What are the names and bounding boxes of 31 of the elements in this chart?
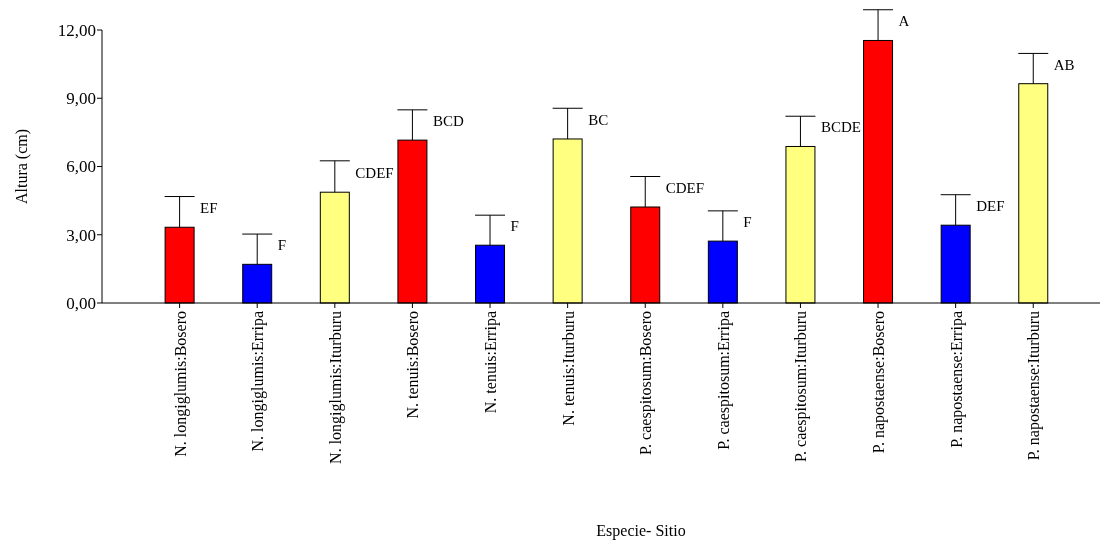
- x-tick-label: N. longiglumis:Erripa: [249, 311, 268, 452]
- x-tick-label: N. tenuis:Bosero: [404, 311, 422, 419]
- x-axis-title: Especie- Sitio: [596, 522, 686, 540]
- y-tick-label: 12,00: [57, 20, 96, 40]
- annotation: BCD: [432, 113, 464, 130]
- annotation: A: [898, 13, 910, 30]
- x-tick-label: N. tenuis:Iturburu: [559, 311, 577, 426]
- annotation: CDEF: [665, 179, 705, 196]
- y-tick-label: 0,00: [66, 293, 96, 313]
- x-tick-label: N. longiglumis:Bosero: [171, 311, 190, 457]
- x-tick-label: N. longiglumis:Iturburu: [326, 311, 345, 464]
- x-tick-label: P. napostaense:Erripa: [947, 311, 966, 448]
- annotation: EF: [200, 200, 218, 217]
- x-tick-label: P. napostaense:Bosero: [870, 311, 889, 454]
- annotation: F: [277, 237, 287, 254]
- y-tick-label: 6,00: [66, 157, 96, 177]
- x-tick-label: P. caespitosum:Bosero: [637, 311, 656, 455]
- x-tick-label: P. napostaense:Iturburu: [1025, 311, 1044, 461]
- x-tick-label: N. tenuis:Erripa: [482, 311, 501, 414]
- x-tick-label: P. caespitosum:Erripa: [714, 311, 733, 450]
- annotation: F: [510, 218, 519, 235]
- y-tick-label: 9,00: [66, 89, 96, 109]
- annotation: F: [743, 214, 752, 231]
- annotation: CDEF: [355, 165, 394, 182]
- annotation: BC: [588, 111, 609, 128]
- y-tick-label: 3,00: [66, 225, 96, 245]
- annotation: BCDE: [820, 119, 861, 136]
- x-tick-label: P. caespitosum:Iturburu: [792, 311, 811, 463]
- annotation: AB: [1053, 56, 1075, 73]
- y-axis-title: Altura (cm): [13, 128, 31, 205]
- annotation: DEF: [976, 198, 1005, 215]
